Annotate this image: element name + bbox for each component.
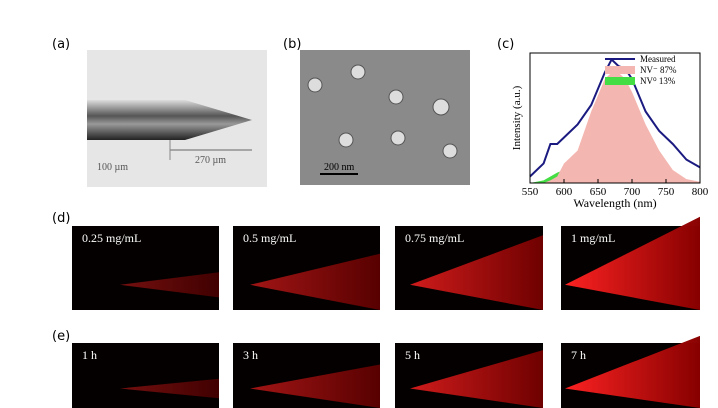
x-tick-label: 550 — [522, 186, 539, 198]
glow — [250, 253, 380, 310]
image-panel: 0.5 mg/mL — [233, 226, 380, 310]
scale-label: 200 nm — [324, 162, 355, 173]
glow — [410, 235, 543, 310]
image-label: 0.5 mg/mL — [243, 231, 296, 245]
image-label: 5 h — [405, 348, 420, 362]
y-axis-label: Intensity (a.u.) — [511, 85, 523, 150]
glow — [120, 378, 219, 399]
image-label: 1 mg/mL — [571, 231, 615, 245]
length-label: 270 µm — [195, 155, 226, 166]
glow — [250, 364, 380, 408]
image-label: 0.25 mg/mL — [82, 231, 141, 245]
scale-label: 100 µm — [97, 162, 128, 173]
image-panel: 0.75 mg/mL — [395, 226, 543, 310]
legend-swatch — [605, 66, 635, 74]
x-tick-label: 600 — [556, 186, 573, 198]
image-panel: 3 h — [233, 343, 380, 408]
x-axis-label: Wavelength (nm) — [573, 196, 656, 210]
x-tick-label: 800 — [692, 186, 709, 198]
x-tick-label: 650 — [590, 186, 607, 198]
image-label: 0.75 mg/mL — [405, 231, 464, 245]
image-panel: 1 mg/mL — [561, 216, 700, 310]
image — [72, 343, 219, 408]
legend-label: Measured — [640, 54, 676, 64]
x-tick-label: 700 — [624, 186, 641, 198]
glow — [565, 335, 700, 408]
legend-swatch — [605, 77, 635, 85]
image-label: 3 h — [243, 348, 258, 362]
image-panel: 1 h — [72, 343, 219, 408]
glow — [410, 350, 543, 408]
image-panel: 5 h — [395, 343, 543, 408]
image — [72, 226, 219, 310]
panel-label: (e) — [52, 329, 70, 344]
glow — [565, 216, 700, 310]
image-panel: 7 h — [561, 335, 700, 408]
image-a: 100 µm 270 µm — [87, 50, 267, 187]
panel-label: (c) — [497, 37, 514, 52]
glow — [120, 272, 219, 298]
panel-label: (b) — [283, 37, 301, 52]
image-b: 200 nm — [300, 50, 470, 185]
image-label: 7 h — [571, 348, 586, 362]
image-panel: 0.25 mg/mL — [72, 226, 219, 310]
legend-label: NV⁻ 87% — [640, 65, 677, 75]
legend-label: NV⁰ 13% — [640, 76, 676, 86]
plot-frame — [529, 52, 701, 184]
x-tick-label: 750 — [658, 186, 675, 198]
image-label: 1 h — [82, 348, 97, 362]
area — [530, 72, 700, 183]
panel-label: (d) — [52, 211, 70, 226]
panel-label: (a) — [52, 37, 70, 52]
